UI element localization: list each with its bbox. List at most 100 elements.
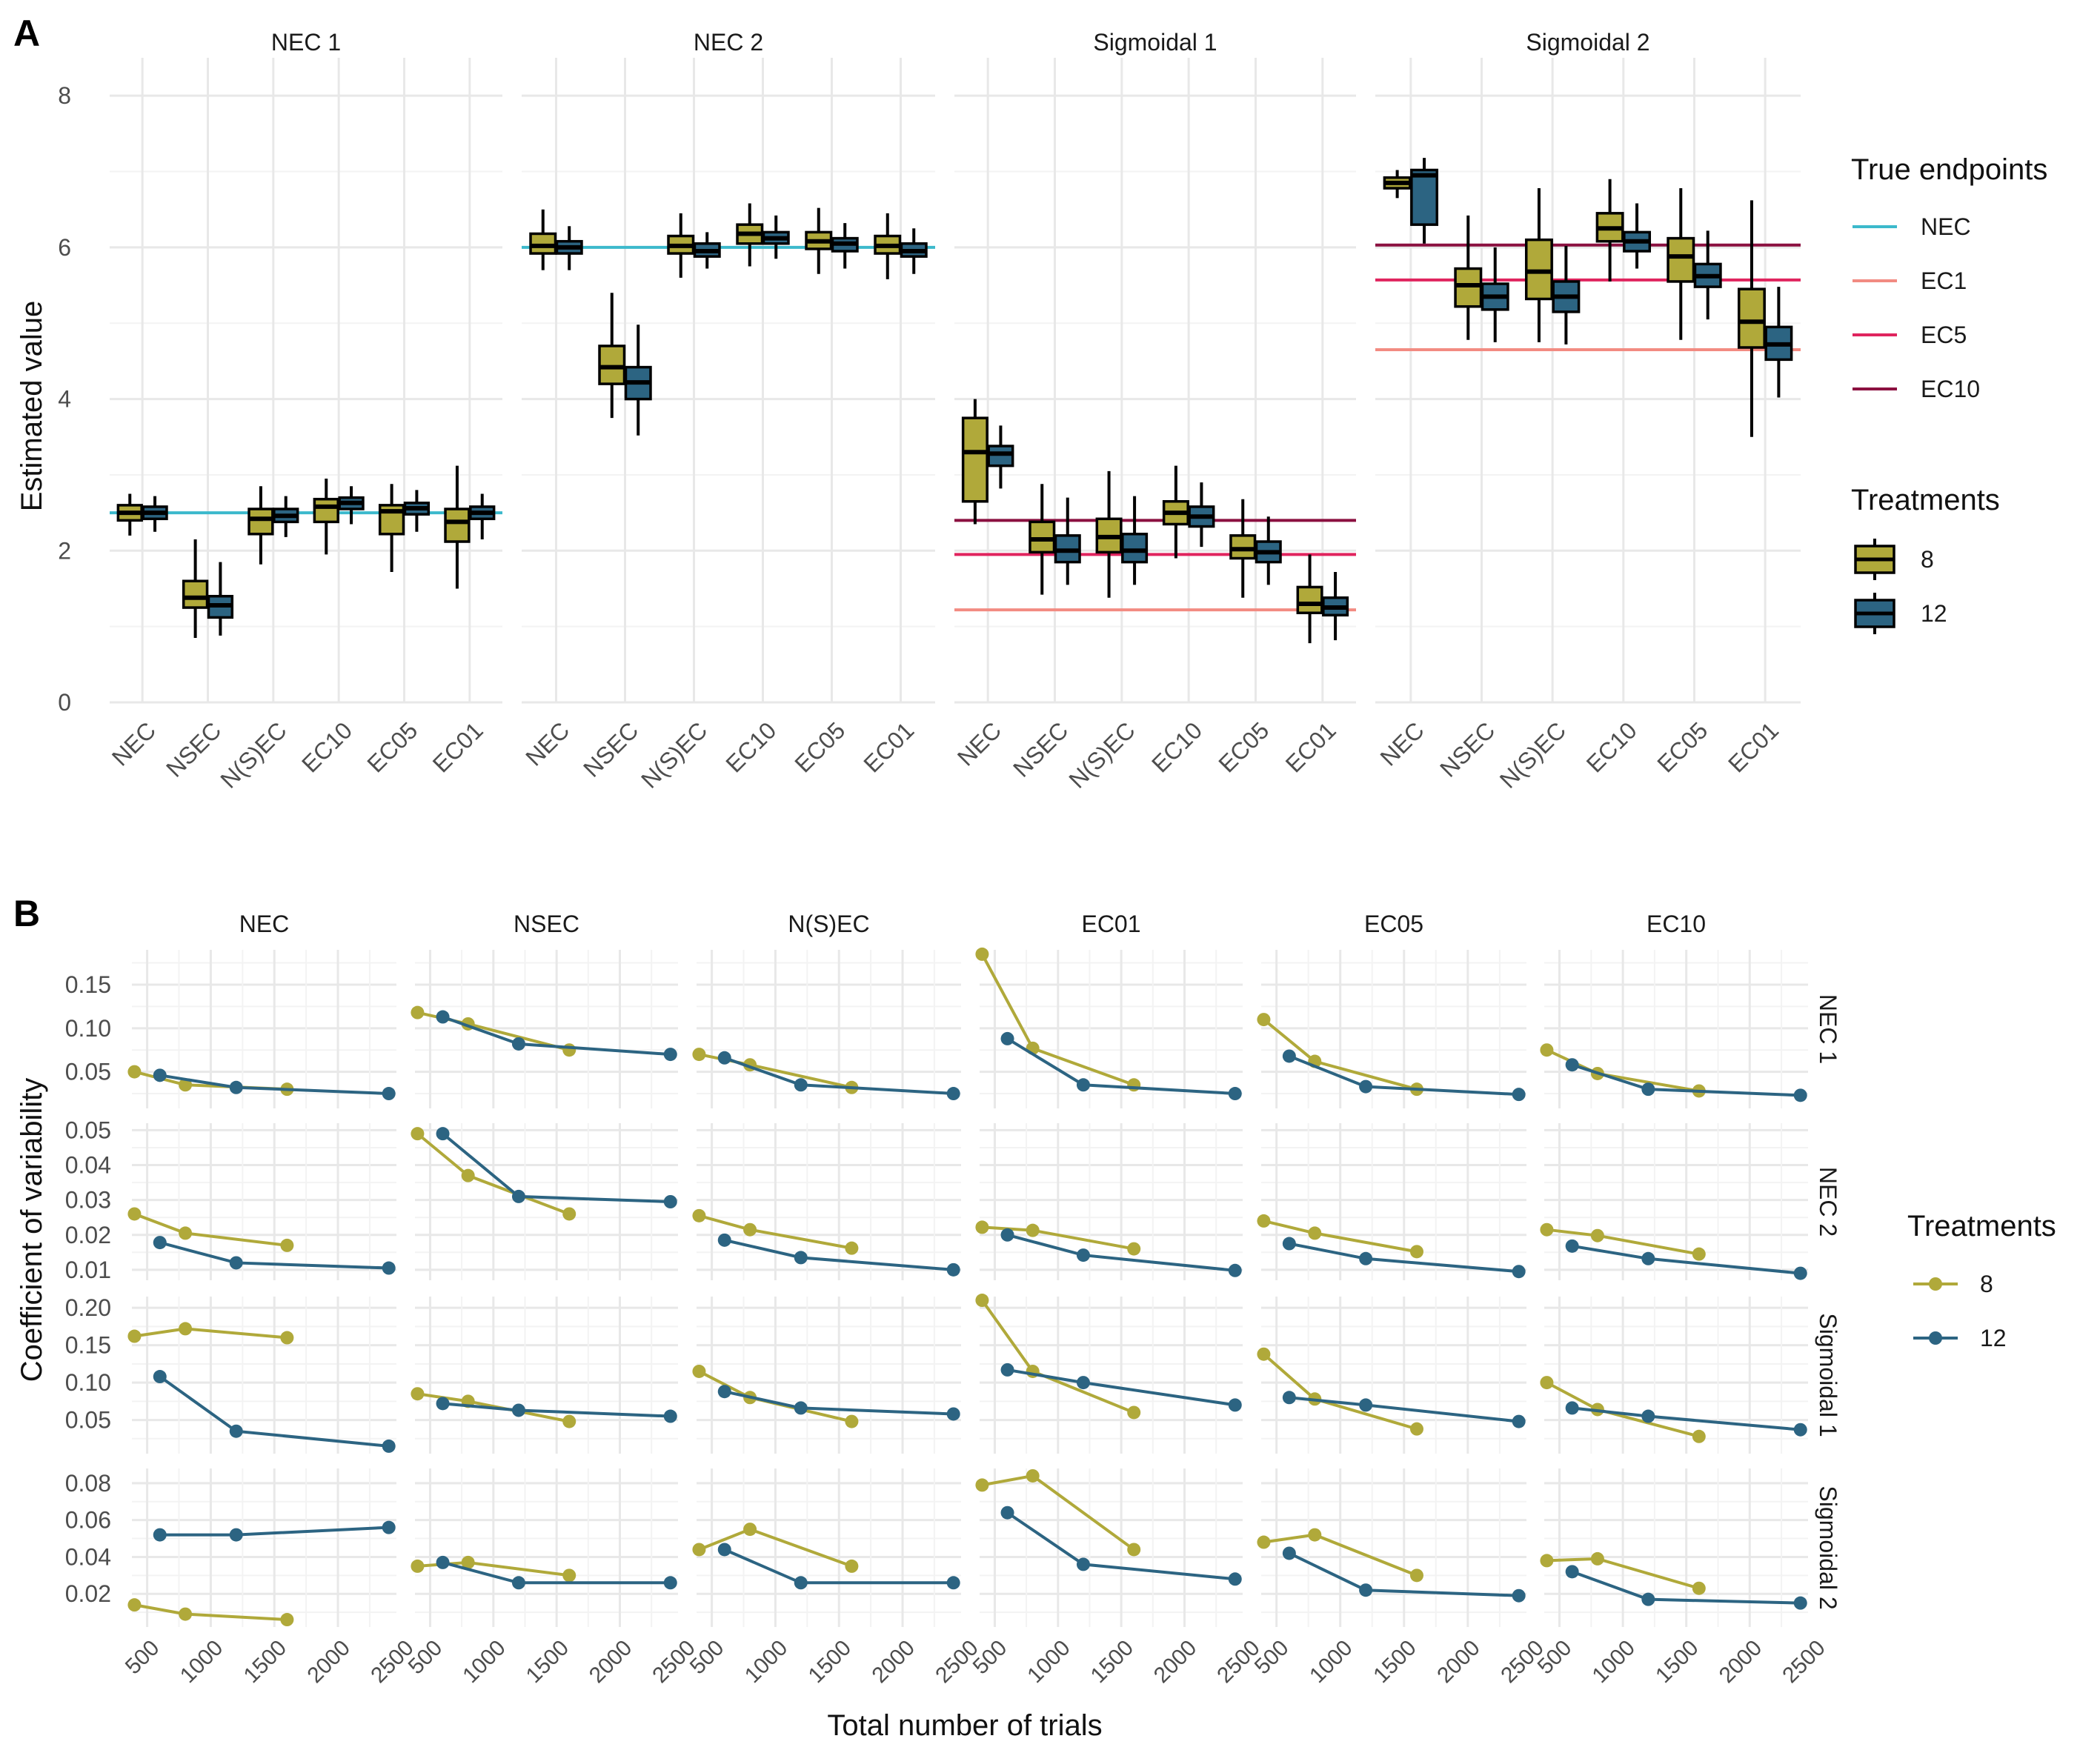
data-point: [1540, 1043, 1554, 1057]
x-tick-label: 1000: [1588, 1636, 1641, 1689]
x-tick-label: 2000: [585, 1636, 637, 1689]
data-point: [1540, 1376, 1554, 1390]
y-tick-label: 0: [58, 689, 71, 716]
data-point: [1228, 1087, 1242, 1101]
data-point: [794, 1401, 808, 1415]
data-point: [1282, 1391, 1296, 1405]
x-tick-label: EC10: [720, 716, 781, 777]
x-tick-label: 2000: [302, 1636, 355, 1689]
data-point: [1127, 1543, 1141, 1557]
data-point: [794, 1251, 808, 1265]
x-tick-label: 2000: [867, 1636, 920, 1689]
data-point: [1590, 1228, 1604, 1242]
data-point: [845, 1559, 859, 1573]
panel-b-facet: 500 1000 1500 2000 2500: [685, 1468, 983, 1688]
y-tick-label: 8: [58, 82, 71, 109]
panel-b-facet: [127, 1297, 396, 1454]
data-point: [1641, 1251, 1655, 1265]
y-tick-label: 0.06: [65, 1507, 111, 1534]
legend-label: 8: [1980, 1271, 1993, 1297]
data-point: [1282, 1237, 1296, 1251]
data-point: [153, 1528, 167, 1542]
data-point: [1793, 1088, 1807, 1102]
y-tick-label: 0.05: [65, 1059, 111, 1085]
data-point: [1076, 1078, 1090, 1092]
legend-label: EC1: [1921, 267, 1967, 294]
x-tick-label: 500: [685, 1636, 729, 1680]
x-tick-label: EC05: [1213, 716, 1274, 777]
legend-label: NEC: [1921, 213, 1971, 240]
data-point: [1641, 1592, 1655, 1606]
data-point: [153, 1068, 167, 1082]
x-tick-label: NEC: [520, 716, 574, 771]
facet-title: Sigmoidal 1: [1093, 29, 1217, 56]
facet-title: NEC 1: [271, 29, 341, 56]
data-point: [1512, 1588, 1526, 1603]
data-point: [1540, 1222, 1554, 1237]
x-tick-label: N(S)EC: [636, 716, 712, 793]
x-tick-label: EC10: [296, 716, 357, 777]
data-point: [280, 1613, 294, 1627]
data-point: [511, 1403, 525, 1417]
legend-title: Treatments: [1851, 484, 2000, 516]
data-point: [1257, 1347, 1271, 1361]
panel-b-legend: Treatments 8 12: [1907, 1210, 2056, 1351]
row-facet-title: Sigmoidal 1: [1815, 1313, 1841, 1437]
data-point: [1692, 1247, 1706, 1261]
panel-b-facet: N(S)EC: [692, 911, 961, 1108]
x-tick-label: NSEC: [1435, 716, 1500, 782]
x-tick-label: 1500: [804, 1636, 857, 1689]
box: [598, 345, 626, 385]
data-point: [382, 1087, 396, 1101]
legend-label: EC5: [1921, 322, 1967, 348]
data-point: [692, 1208, 706, 1222]
box: [1229, 534, 1257, 560]
y-tick-label: 0.05: [65, 1407, 111, 1434]
x-tick-label: 500: [1250, 1636, 1294, 1680]
data-point: [411, 1127, 425, 1141]
data-point: [1026, 1223, 1040, 1237]
data-point: [127, 1598, 142, 1612]
data-point: [692, 1543, 706, 1557]
panel-b-facet: 500 1000 1500 2000 2500: [1250, 1468, 1549, 1688]
panel-b-facet: [1257, 1123, 1526, 1280]
x-tick-label: NEC: [107, 716, 161, 771]
box: [1737, 287, 1766, 349]
data-point: [179, 1607, 193, 1621]
y-tick-label: 0.01: [65, 1257, 111, 1283]
data-point: [1228, 1263, 1242, 1277]
data-point: [743, 1523, 757, 1537]
panel-b-label: B: [13, 893, 40, 934]
x-tick-label: EC10: [1146, 716, 1207, 777]
data-point: [1590, 1551, 1604, 1566]
data-point: [179, 1322, 193, 1336]
panel-b-facet: [692, 1123, 961, 1280]
col-facet-title: N(S)EC: [788, 911, 869, 937]
facet-title: Sigmoidal 2: [1526, 29, 1649, 56]
data-point: [382, 1261, 396, 1275]
data-point: [436, 1555, 450, 1569]
x-tick-label: 1500: [522, 1636, 574, 1689]
x-tick-label: N(S)EC: [215, 716, 291, 793]
x-tick-label: 1000: [458, 1636, 511, 1689]
box: [444, 508, 471, 543]
data-point: [382, 1520, 396, 1534]
data-point: [794, 1576, 808, 1590]
y-tick-label: 0.04: [65, 1543, 111, 1570]
x-tick-label: EC05: [789, 716, 850, 777]
y-tick-label: 2: [58, 537, 71, 564]
legend-key-point: [1929, 1277, 1942, 1291]
data-point: [717, 1051, 731, 1065]
x-tick-label: 2500: [1778, 1636, 1830, 1689]
data-point: [562, 1568, 576, 1583]
panel-b-facet: [692, 1297, 961, 1454]
x-tick-label: NEC: [952, 716, 1006, 771]
x-tick-label: EC01: [428, 716, 488, 777]
y-tick-label: 0.10: [65, 1015, 111, 1042]
box: [1029, 520, 1056, 554]
panel-a-legends: True endpoints NEC EC1 EC5 EC10 Treatments 8 12: [1851, 153, 2047, 634]
data-point: [229, 1424, 243, 1438]
